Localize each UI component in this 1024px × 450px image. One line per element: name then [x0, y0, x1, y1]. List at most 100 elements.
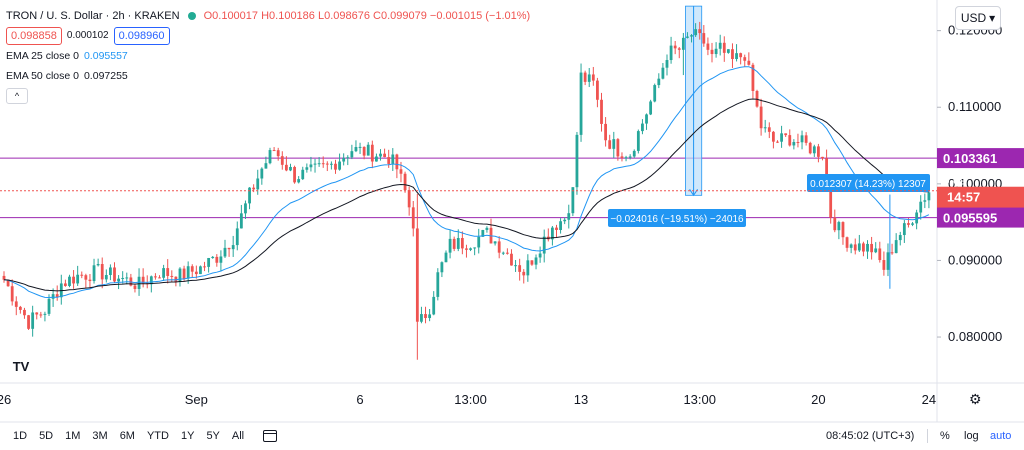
candle-body	[47, 298, 51, 314]
candle-body	[911, 223, 914, 225]
candle-body	[252, 187, 256, 190]
candle-body	[510, 253, 513, 266]
x-tick-label: 20	[811, 392, 825, 407]
candle-body	[158, 277, 161, 279]
candle-body	[317, 163, 321, 165]
log-scale-button[interactable]: log	[964, 430, 979, 442]
timeframe-1y[interactable]: 1Y	[180, 430, 195, 442]
candle-body	[559, 221, 562, 231]
timeframe-5d[interactable]: 5D	[39, 430, 54, 442]
timeframe-3m[interactable]: 3M	[92, 430, 108, 442]
price-tag-lower-bg	[937, 207, 1024, 228]
timeframe-5y[interactable]: 5Y	[206, 430, 220, 442]
candle-body	[6, 279, 10, 287]
spread-value: 0.000102	[66, 30, 109, 41]
candle-body	[698, 29, 702, 34]
candle-body	[583, 72, 587, 82]
candle-body	[825, 158, 828, 184]
chart-legend: TRON / U. S. Dollar · 2h · KRAKEN O0.100…	[6, 6, 530, 104]
candle-body	[342, 157, 346, 162]
candle-body	[812, 146, 816, 154]
ema25-value: 0.095557	[83, 50, 128, 62]
candle-body	[481, 229, 485, 237]
candle-body	[194, 271, 198, 275]
candle-body	[391, 154, 395, 164]
countdown-tag: 14:57	[947, 190, 980, 205]
timeframe-ytd[interactable]: YTD	[146, 430, 169, 442]
candle-body	[92, 265, 96, 282]
candle-body	[10, 286, 14, 302]
candle-body	[387, 157, 391, 164]
ema25-legend[interactable]: EMA 25 close 0 0.095557	[6, 46, 530, 66]
candle-body	[35, 312, 39, 315]
candle-body	[203, 266, 206, 268]
auto-scale-button[interactable]: auto	[990, 430, 1012, 442]
percent-scale-button[interactable]: %	[940, 430, 950, 442]
candle-body	[526, 260, 530, 276]
timeframe-6m[interactable]: 6M	[119, 430, 135, 442]
candle-body	[338, 161, 341, 170]
candle-body	[735, 53, 738, 60]
last-price-tag-hidden: 0.09	[943, 174, 967, 188]
candle-body	[849, 244, 853, 248]
candle-body	[366, 144, 370, 156]
candle-body	[686, 36, 689, 38]
y-tick-label: 0.080000	[948, 329, 1002, 344]
candle-body	[862, 243, 865, 252]
candle-body	[125, 277, 129, 279]
candle-body	[587, 74, 591, 82]
candle-body	[833, 217, 837, 231]
candle-body	[284, 164, 288, 171]
market-status-icon	[187, 12, 196, 20]
candle-body	[407, 190, 411, 208]
calendar-icon[interactable]	[263, 430, 278, 442]
candle-body	[845, 237, 849, 248]
gear-icon[interactable]: ⚙	[969, 391, 982, 407]
ema50-label: EMA 50 close 0	[6, 70, 79, 82]
tradingview-logo-icon[interactable]: TV	[8, 356, 34, 376]
candle-body	[301, 169, 305, 180]
candle-body	[305, 167, 309, 170]
candle-body	[784, 133, 788, 136]
candle-body	[141, 276, 145, 284]
candle-body	[673, 45, 677, 49]
collapse-legend-button[interactable]: ^	[6, 88, 28, 104]
candle-body	[718, 42, 722, 49]
ema50-legend[interactable]: EMA 50 close 0 0.097255	[6, 66, 530, 86]
bid-price[interactable]: 0.098858	[6, 27, 62, 45]
timeframe-1d[interactable]: 1D	[13, 430, 28, 442]
candle-body	[751, 64, 755, 91]
candle-body	[432, 296, 436, 315]
candle-body	[109, 267, 112, 276]
candle-body	[39, 314, 43, 316]
candle-body	[350, 151, 354, 158]
candle-body	[293, 166, 296, 183]
candle-body	[890, 252, 894, 254]
candle-body	[817, 146, 820, 157]
clock-display[interactable]: 08:45:02 (UTC+3)	[826, 430, 915, 442]
candle-body	[645, 114, 648, 124]
candle-body	[710, 49, 714, 55]
timeframe-1m[interactable]: 1M	[65, 430, 81, 442]
candle-body	[227, 247, 231, 250]
candle-body	[113, 267, 116, 282]
candle-body	[915, 212, 919, 224]
ask-price[interactable]: 0.098960	[113, 27, 170, 45]
candle-body	[297, 179, 301, 183]
candle-body	[362, 146, 366, 156]
price-tag-upper-bg	[937, 148, 1024, 169]
symbol-title[interactable]: TRON / U. S. Dollar · 2h · KRAKEN	[6, 10, 180, 22]
candle-body	[239, 213, 243, 229]
candle-body	[857, 243, 861, 251]
candles	[2, 21, 931, 360]
candle-body	[321, 163, 325, 165]
candle-body	[170, 275, 174, 277]
candle-body	[14, 301, 18, 307]
candle-body	[211, 256, 215, 258]
timeframe-all[interactable]: All	[231, 430, 245, 442]
candle-body	[776, 141, 779, 143]
currency-selector[interactable]: USD ▾	[955, 6, 1001, 30]
candle-body	[739, 53, 743, 58]
candle-body	[399, 169, 403, 174]
